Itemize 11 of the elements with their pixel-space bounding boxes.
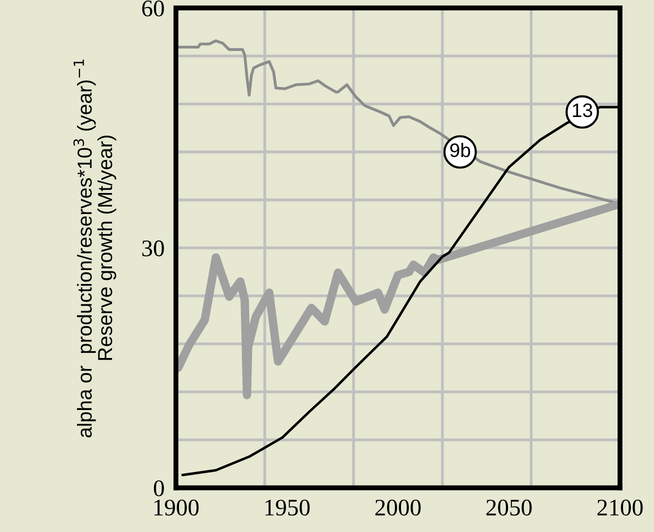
text: alpha or production/reserves*10$^{3}$ (year)$^{−1}$ Reserve growth (Mt/year) [73,60,116,438]
x-tick-label: 2000 [375,500,421,516]
y-tick-label: 0 [154,480,164,496]
x-tick-label: 2100 [597,500,643,516]
annotation: 9b [450,142,470,158]
x-tick-label: 1950 [265,500,310,516]
x-tick-label: 2050 [486,500,532,516]
y-tick-label: 30 [142,240,164,256]
y-tick-label: 60 [142,0,164,16]
x-tick-label: 1900 [154,500,199,516]
annotation: 13 [572,103,592,118]
